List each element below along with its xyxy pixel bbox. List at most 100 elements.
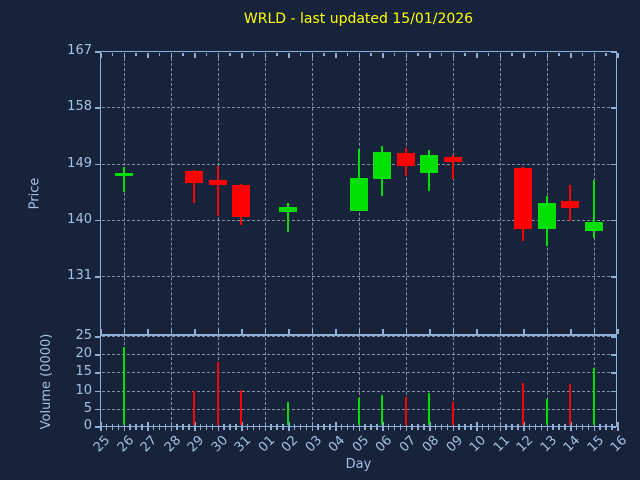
x-tick-mark (329, 424, 331, 430)
x-tick-mark (393, 52, 396, 56)
x-tick-mark (100, 52, 102, 58)
x-tick-mark (246, 424, 249, 430)
x-tick-label: 25 (91, 433, 114, 456)
volume-bar (216, 361, 219, 426)
volume-bar (592, 368, 595, 426)
x-tick-mark (382, 52, 384, 58)
x-tick-label: 14 (561, 433, 584, 456)
x-tick-mark (335, 329, 337, 334)
x-tick-mark (523, 329, 525, 334)
x-tick-mark (217, 422, 219, 431)
x-tick-mark (123, 329, 125, 334)
price-tick-label: 149 (67, 155, 92, 171)
x-tick-mark (575, 424, 578, 430)
price-tick-mark (610, 51, 616, 53)
x-tick-label: 30 (208, 433, 232, 456)
x-tick-mark (135, 424, 137, 430)
x-tick-mark (293, 424, 296, 430)
x-tick-mark (229, 52, 231, 56)
x-tick-mark (170, 422, 172, 431)
x-tick-mark (570, 422, 572, 431)
x-tick-mark (111, 52, 114, 56)
x-tick-mark (370, 424, 372, 430)
x-tick-mark (170, 329, 172, 334)
price-tick-label: 140 (67, 211, 92, 227)
x-tick-mark (417, 424, 419, 430)
x-tick-mark (452, 422, 454, 431)
x-tick-mark (546, 52, 548, 58)
x-tick-mark (481, 424, 484, 430)
x-tick-label: 27 (138, 433, 161, 456)
vertical-gridline (311, 53, 313, 425)
volume-bar (193, 390, 195, 426)
x-tick-mark (141, 424, 143, 430)
x-tick-mark (581, 52, 584, 56)
x-tick-mark (194, 422, 196, 431)
x-tick-mark (487, 424, 490, 430)
x-tick-mark (405, 329, 407, 334)
volume-tick-mark (610, 372, 616, 374)
x-tick-mark (476, 329, 478, 334)
vertical-gridline (170, 53, 172, 425)
x-tick-label: 16 (608, 433, 631, 456)
x-tick-mark (158, 52, 161, 56)
x-tick-mark (593, 52, 595, 58)
x-tick-label: 08 (420, 433, 443, 456)
x-tick-mark (376, 424, 378, 430)
x-tick-mark (405, 52, 407, 58)
x-tick-mark (546, 422, 548, 431)
x-tick-mark (429, 52, 431, 58)
price-tick-mark (95, 219, 100, 222)
candle-wick (216, 166, 219, 217)
x-tick-mark (358, 52, 360, 58)
volume-tick-label: 10 (75, 382, 92, 398)
x-tick-mark (364, 424, 366, 430)
x-tick-mark (570, 329, 572, 334)
x-tick-label: 13 (537, 433, 561, 456)
x-tick-mark (434, 424, 437, 430)
x-tick-mark (370, 52, 372, 56)
vertical-gridline (405, 53, 407, 425)
volume-tick-label: 15 (75, 364, 92, 380)
x-axis-title: Day (345, 457, 372, 472)
x-tick-mark (223, 424, 225, 430)
x-tick-mark (241, 329, 243, 334)
candle-body (514, 167, 532, 229)
price-tick-mark (610, 107, 616, 109)
x-tick-mark (241, 422, 243, 431)
x-tick-mark (199, 424, 202, 430)
x-tick-mark (511, 424, 513, 430)
x-tick-mark (299, 52, 302, 56)
x-tick-mark (382, 329, 384, 334)
candle-wick (451, 154, 454, 179)
x-tick-mark (176, 424, 178, 430)
candle-body (443, 156, 462, 162)
candle-body (232, 184, 250, 218)
x-tick-label: 12 (514, 433, 537, 456)
candle-body (561, 201, 579, 208)
x-tick-mark (147, 52, 149, 58)
x-tick-mark (346, 52, 349, 56)
x-tick-mark (346, 424, 349, 430)
x-tick-mark (587, 424, 590, 430)
x-tick-mark (217, 329, 219, 334)
x-tick-mark (229, 424, 231, 430)
x-tick-mark (464, 424, 466, 430)
x-tick-mark (505, 424, 507, 430)
x-tick-mark (317, 424, 319, 430)
volume-tick-mark (95, 408, 100, 411)
x-tick-mark (470, 424, 472, 430)
x-tick-mark (558, 52, 560, 56)
x-tick-label: 05 (349, 433, 373, 456)
x-tick-mark (605, 52, 607, 56)
candle-body (373, 152, 391, 179)
price-gridline (102, 276, 615, 278)
price-axis-title: Price (27, 177, 43, 210)
price-tick-label: 167 (67, 43, 92, 58)
x-tick-mark (452, 52, 454, 58)
x-tick-mark (546, 329, 548, 334)
x-tick-mark (311, 422, 313, 431)
x-tick-mark (111, 424, 114, 430)
x-tick-mark (464, 52, 466, 56)
x-tick-mark (288, 422, 290, 431)
